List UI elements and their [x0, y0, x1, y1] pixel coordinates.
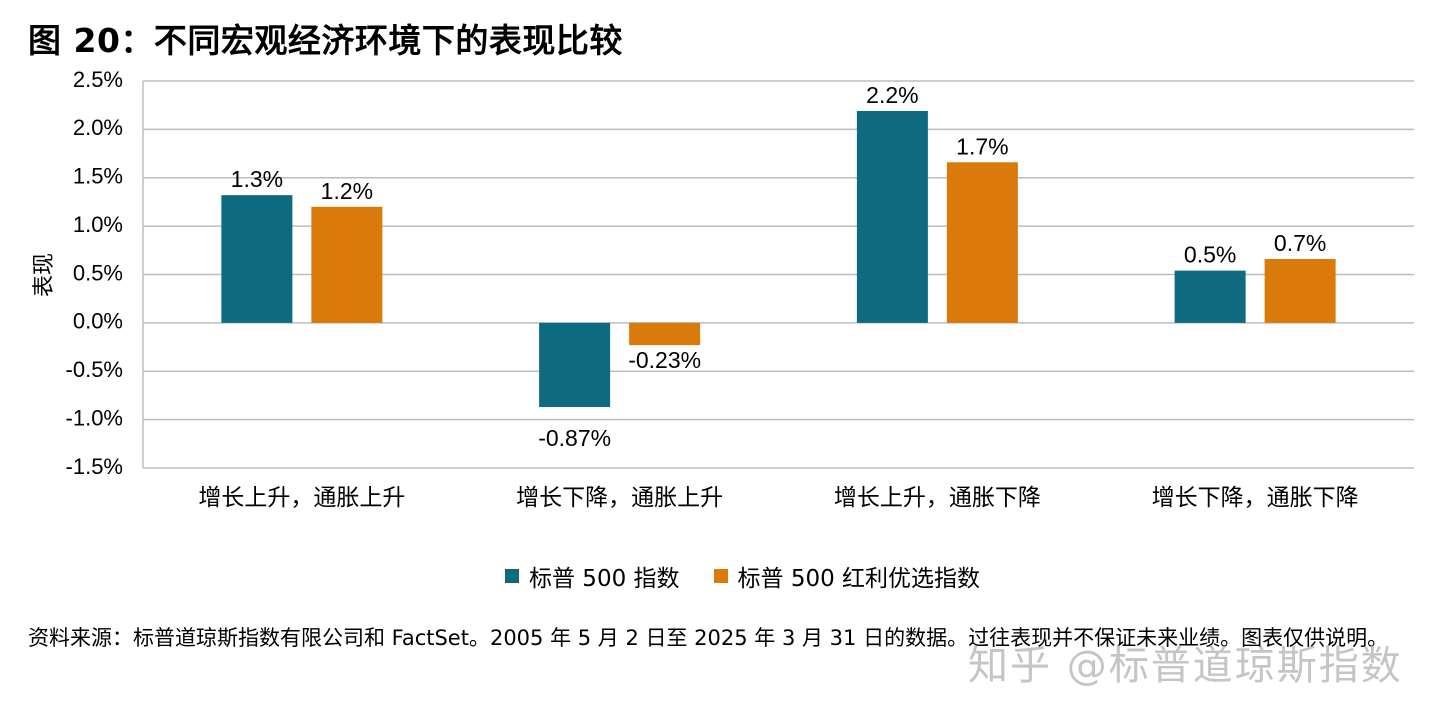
y-tick-label: 0.0%: [73, 309, 123, 334]
x-category-label: 增长下降，通胀上升: [516, 485, 723, 511]
x-axis-categories: 增长上升，通胀上升 增长下降，通胀上升 增长上升，通胀下降 增长下降，通胀下降: [198, 485, 1358, 511]
data-labels: 1.3% 1.2% -0.87% -0.23% 2.2% 1.7% 0.5% 0.7%: [231, 82, 1327, 451]
y-tick-label: 1.5%: [73, 164, 123, 189]
bar-chart: 2.5%2.0%1.5%1.0%0.5%0.0%-0.5%-1.0%-1.5% …: [32, 67, 1414, 511]
legend-swatch-sp500: [505, 569, 519, 583]
y-tick-label: 2.5%: [73, 67, 123, 92]
x-category-label: 增长上升，通胀上升: [198, 485, 405, 511]
bar: [1264, 259, 1336, 323]
data-label: 0.5%: [1184, 242, 1236, 268]
bar: [221, 195, 293, 323]
data-label: 1.3%: [231, 166, 283, 192]
x-category-label: 增长下降，通胀下降: [1152, 485, 1359, 511]
y-tick-label: 2.0%: [73, 115, 123, 140]
y-tick-label: 1.0%: [73, 212, 123, 237]
bar: [856, 110, 928, 323]
source-note: 资料来源：标普道琼斯指数有限公司和 FactSet。2005 年 5 月 2 日…: [28, 626, 1389, 650]
legend: 标普 500 指数 标普 500 红利优选指数: [505, 559, 980, 593]
y-tick-label: 0.5%: [73, 260, 123, 285]
legend-item-dividend: 标普 500 红利优选指数: [713, 559, 981, 593]
data-label: 0.7%: [1274, 230, 1326, 256]
y-tick-label: -0.5%: [66, 357, 123, 382]
legend-swatch-dividend: [713, 569, 728, 583]
x-category-label: 增长上升，通胀下降: [834, 485, 1041, 511]
y-tick-label: -1.5%: [66, 454, 123, 479]
legend-item-sp500: 标普 500 指数: [505, 559, 680, 593]
bar: [311, 206, 383, 323]
data-label: 1.7%: [956, 133, 1008, 159]
bar-series: [221, 110, 1336, 408]
y-axis-label: 表现: [32, 253, 57, 297]
bar: [539, 322, 611, 408]
legend-label-sp500: 标普 500 指数: [529, 566, 680, 592]
data-label: 1.2%: [321, 178, 373, 204]
bar: [946, 162, 1018, 323]
data-label: 2.2%: [866, 82, 918, 108]
y-tick-label: -1.0%: [66, 405, 123, 430]
watermark: 知乎 @标普道琼斯指数: [968, 643, 1403, 689]
data-label: -0.87%: [538, 425, 611, 451]
bar: [629, 322, 701, 346]
legend-label-dividend: 标普 500 红利优选指数: [737, 566, 981, 592]
chart-title: 图 20：不同宏观经济环境下的表现比较: [28, 21, 623, 60]
bar: [1174, 270, 1246, 323]
data-label: -0.23%: [628, 347, 701, 373]
y-axis-ticks: 2.5% 2.0% 1.5% 1.0% 0.5% 0.0% -0.5% -1.0% -1.5%: [66, 67, 123, 479]
